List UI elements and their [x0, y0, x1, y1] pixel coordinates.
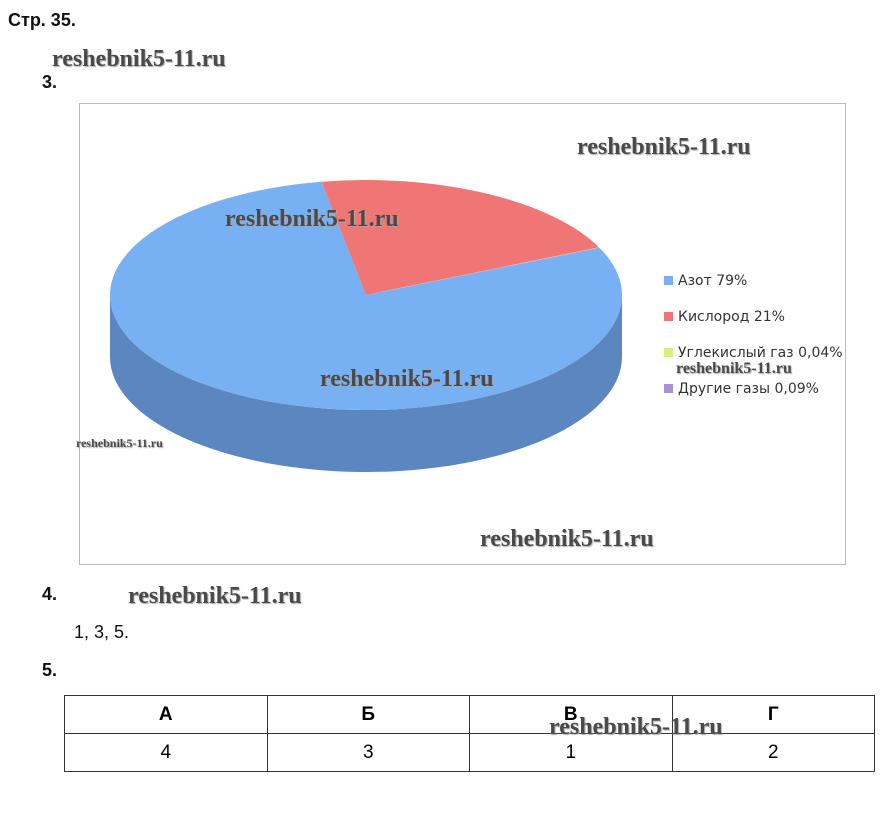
table-cell: 4: [64, 733, 268, 772]
legend-label: Другие газы 0,09%: [678, 381, 819, 397]
legend-swatch: [664, 312, 673, 321]
task-number: 3.: [42, 72, 58, 92]
watermark: reshebnik5-11.ru: [52, 46, 226, 72]
pie-slice: [321, 180, 599, 295]
watermark: reshebnik5-11.ru: [480, 526, 654, 552]
legend-swatch: [664, 348, 673, 357]
pie-slice: [366, 247, 600, 295]
pie-slice: [366, 247, 600, 295]
watermark: reshebnik5-11.ru: [676, 360, 792, 377]
task-number: 4.: [42, 584, 58, 604]
page-number: Стр. 35.: [8, 10, 76, 30]
watermark: reshebnik5-11.ru: [76, 436, 163, 450]
chart-frame: [79, 103, 846, 565]
table-cell: 2: [671, 733, 875, 772]
watermark: reshebnik5-11.ru: [128, 583, 302, 609]
legend-label: Кислород 21%: [678, 309, 785, 325]
legend-swatch: [664, 384, 673, 393]
legend-label: Азот 79%: [678, 273, 747, 289]
task-number: 5.: [42, 660, 58, 680]
table-cell: 3: [266, 733, 470, 772]
watermark: reshebnik5-11.ru: [577, 134, 751, 160]
table-cell: 1: [469, 733, 673, 772]
legend-swatch: [664, 276, 673, 285]
table-header: В: [469, 695, 673, 734]
watermark: reshebnik5-11.ru: [225, 206, 399, 232]
answer: 1, 3, 5.: [74, 622, 130, 642]
legend-label: Углекислый газ 0,04%: [678, 345, 843, 361]
watermark: reshebnik5-11.ru: [549, 714, 723, 740]
pie-side: [110, 295, 622, 472]
table-header: Б: [266, 695, 470, 734]
answer-table: А Б В Г 4 3 1 2: [64, 695, 875, 772]
watermark: reshebnik5-11.ru: [320, 366, 494, 392]
table-header: А: [64, 695, 268, 734]
pie-slice: [110, 181, 622, 410]
